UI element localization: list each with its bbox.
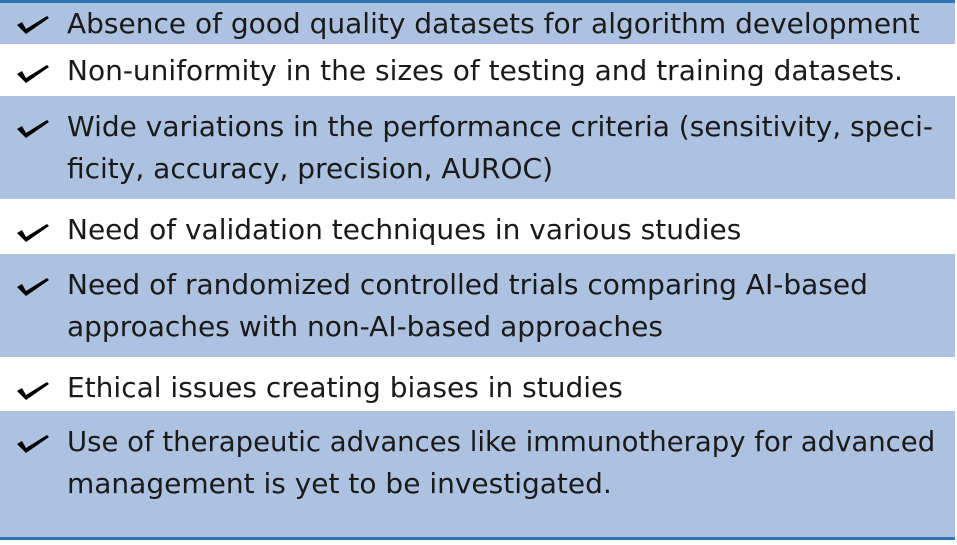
list-item-text-line-1: Wide variations in the performance crite… [67,110,933,143]
list-item-text-line-2: management is yet to be investigated. [67,467,612,500]
list-item-text: Non-uniformity in the sizes of testing a… [67,54,903,87]
list-item: Ethical issues creating biases in studie… [0,357,955,411]
check-icon [16,221,50,243]
check-icon [16,275,50,297]
top-rule [0,0,955,3]
list-item: Absence of good quality datasets for alg… [0,3,955,44]
list-item-text: Ethical issues creating biases in studie… [67,371,623,404]
bottom-rule [0,537,955,540]
list-item-text-line-2: approaches with non-AI-based approaches [67,310,663,343]
check-icon [16,432,50,454]
list-item-text: Need of validation techniques in various… [67,213,742,246]
list-item: Need of randomized controlled trials com… [0,254,955,357]
check-icon [16,62,50,84]
check-icon [16,117,50,139]
list-item: Use of therapeutic advances like immunot… [0,411,955,537]
list-item-text-line-1: Need of randomized controlled trials com… [67,268,868,301]
check-icon [16,13,50,35]
list-item-text-line-1: Use of therapeutic advances like immunot… [67,426,936,458]
list-item: Non-uniformity in the sizes of testing a… [0,44,955,96]
list-item-text: Absence of good quality datasets for alg… [67,7,920,40]
list-item-text-line-2: ficity, accuracy, precision, AUROC) [67,152,554,185]
list-item: Wide variations in the performance crite… [0,96,955,199]
check-icon [16,379,50,401]
list-item: Need of validation techniques in various… [0,199,955,254]
